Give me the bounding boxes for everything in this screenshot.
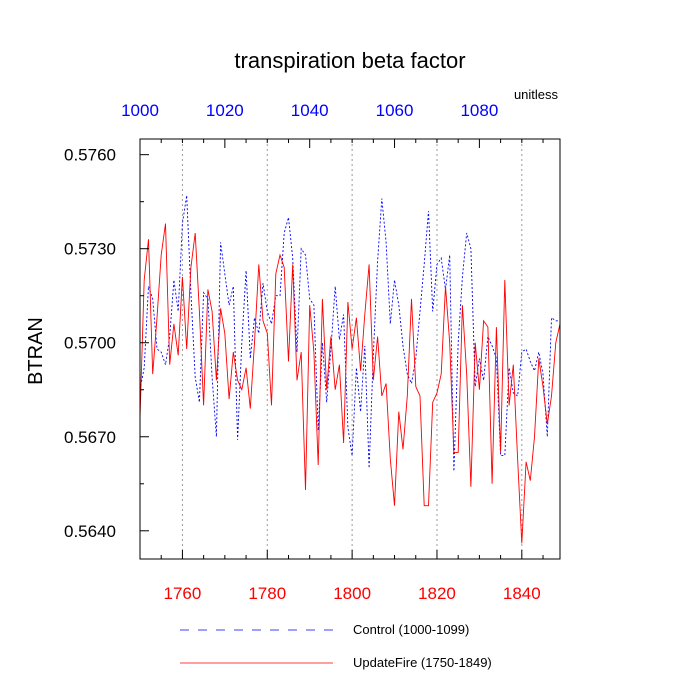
x-top-tick-label: 1020	[206, 101, 244, 120]
x-bottom-tick-label: 1780	[248, 584, 286, 603]
series-line-control	[139, 195, 560, 472]
x-bottom-tick-label: 1800	[333, 584, 371, 603]
x-top-tick-label: 1000	[121, 101, 159, 120]
y-tick-label: 0.5640	[64, 522, 116, 541]
plot-series	[139, 195, 561, 544]
units-label: unitless	[514, 87, 559, 102]
x-top-tick-label: 1060	[376, 101, 414, 120]
y-tick-label: 0.5760	[64, 146, 116, 165]
x-top-tick-label: 1040	[291, 101, 329, 120]
legend: Control (1000-1099) UpdateFire (1750-1849…	[180, 622, 492, 670]
y-tick-label: 0.5700	[64, 334, 116, 353]
y-axis-label: BTRAN	[25, 317, 47, 385]
x-bottom-tick-label: 1760	[164, 584, 202, 603]
legend-label: Control (1000-1099)	[353, 622, 469, 637]
y-tick-label: 0.5730	[64, 240, 116, 259]
plot-frame	[139, 138, 561, 560]
series-line-updatefire	[139, 223, 561, 544]
x-bottom-tick-label: 1840	[503, 584, 541, 603]
y-tick-label: 0.5670	[64, 428, 116, 447]
chart-title: transpiration beta factor	[234, 48, 465, 73]
x-bottom-tick-label: 1820	[418, 584, 456, 603]
x-top-tick-label: 1080	[460, 101, 498, 120]
legend-label: UpdateFire (1750-1849)	[353, 655, 492, 670]
axis-ticks: 1760 1780 1800 1820 1840 1000 1020 1040 1060 1080…	[64, 101, 544, 603]
